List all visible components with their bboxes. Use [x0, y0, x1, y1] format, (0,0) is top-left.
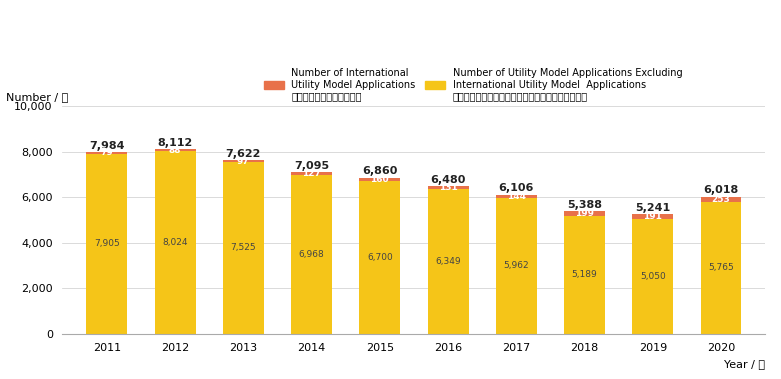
- Bar: [701, 197, 741, 202]
- Text: 8,024: 8,024: [162, 238, 187, 247]
- Text: 199: 199: [575, 209, 594, 218]
- Bar: [701, 202, 741, 334]
- Text: 160: 160: [370, 175, 389, 184]
- Bar: [223, 160, 264, 162]
- Bar: [291, 175, 332, 334]
- Text: 6,700: 6,700: [367, 253, 393, 262]
- X-axis label: Year / 年: Year / 年: [725, 359, 765, 369]
- Bar: [359, 181, 401, 334]
- Text: 7,095: 7,095: [294, 161, 329, 171]
- Text: Number / 件: Number / 件: [6, 92, 69, 102]
- Text: 97: 97: [237, 157, 250, 166]
- Text: 88: 88: [169, 146, 181, 155]
- Bar: [496, 198, 537, 334]
- Bar: [496, 195, 537, 198]
- Text: 6,860: 6,860: [362, 166, 398, 176]
- Text: 79: 79: [101, 148, 113, 157]
- Bar: [155, 149, 195, 151]
- Bar: [87, 152, 127, 154]
- Bar: [223, 162, 264, 334]
- Text: 127: 127: [302, 169, 321, 178]
- Bar: [155, 151, 195, 334]
- Text: 6,106: 6,106: [498, 183, 534, 193]
- Text: 7,622: 7,622: [226, 149, 261, 159]
- Text: 131: 131: [439, 183, 458, 192]
- Text: 7,905: 7,905: [94, 239, 119, 248]
- Text: 144: 144: [507, 192, 526, 201]
- Text: 6,018: 6,018: [704, 185, 739, 195]
- Text: 5,050: 5,050: [640, 272, 665, 280]
- Bar: [427, 186, 469, 189]
- Text: 253: 253: [711, 195, 730, 204]
- Bar: [87, 154, 127, 334]
- Legend: Number of International
Utility Model Applications
国際実用新案登録出願件数, Number of Utili: Number of International Utility Model Ap…: [264, 68, 682, 101]
- Text: 7,525: 7,525: [230, 243, 256, 252]
- Bar: [633, 219, 673, 334]
- Bar: [564, 216, 605, 334]
- Text: 5,241: 5,241: [635, 203, 670, 213]
- Bar: [427, 189, 469, 334]
- Text: 5,765: 5,765: [708, 263, 734, 273]
- Bar: [564, 211, 605, 216]
- Text: 6,968: 6,968: [298, 250, 324, 259]
- Text: 6,480: 6,480: [430, 175, 465, 185]
- Text: 8,112: 8,112: [158, 138, 193, 148]
- Text: 7,984: 7,984: [89, 141, 125, 150]
- Bar: [291, 172, 332, 175]
- Text: 5,189: 5,189: [572, 270, 597, 279]
- Text: 5,388: 5,388: [567, 200, 602, 210]
- Bar: [633, 215, 673, 219]
- Bar: [359, 177, 401, 181]
- Text: 6,349: 6,349: [435, 257, 461, 266]
- Text: 5,962: 5,962: [504, 261, 529, 270]
- Text: 191: 191: [644, 212, 662, 221]
